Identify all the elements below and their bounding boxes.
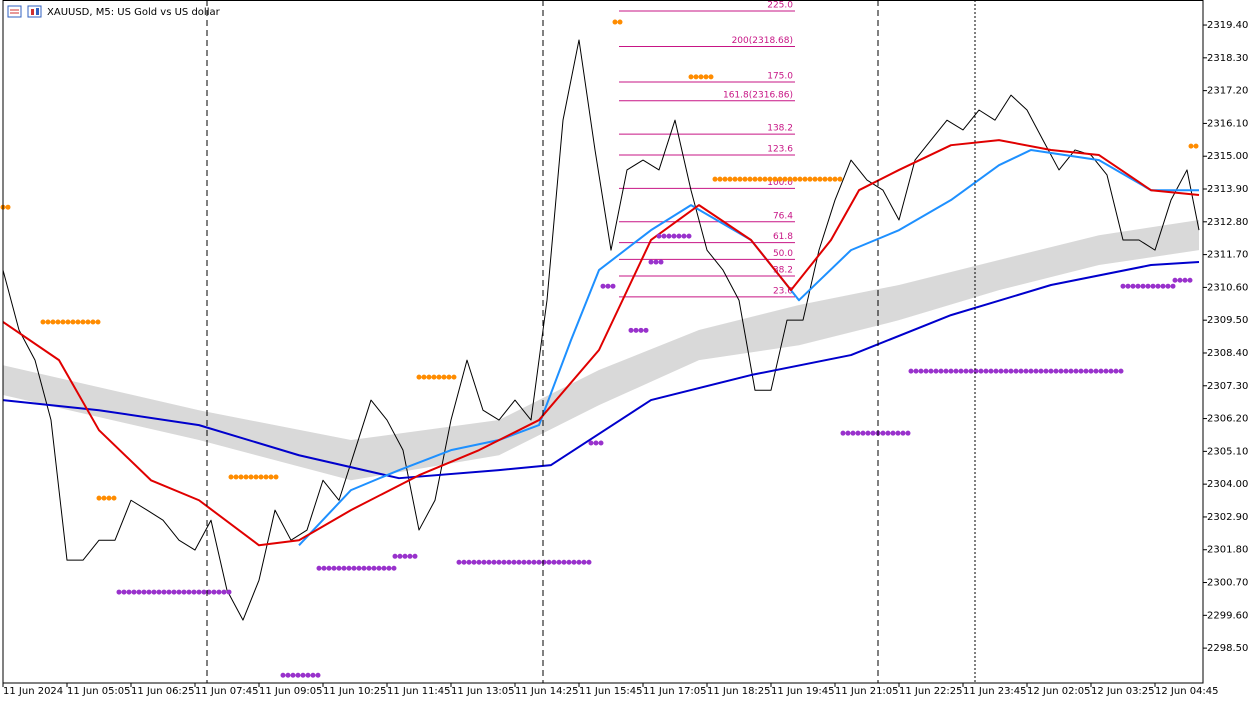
- fib-label: 200(2318.68): [732, 36, 793, 46]
- x-tick-label: 11 Jun 18:25: [707, 686, 771, 697]
- x-tick-label: 11 Jun 23:45: [963, 686, 1027, 697]
- y-tick-label: 2304.00: [1207, 479, 1248, 490]
- x-tick-label: 11 Jun 05:05: [67, 686, 131, 697]
- x-tick-label: 11 Jun 14:25: [515, 686, 579, 697]
- fib-label: 23.6: [773, 286, 793, 296]
- fib-label: 123.6: [767, 145, 793, 155]
- y-tick-label: 2298.50: [1207, 643, 1248, 654]
- y-tick-label: 2306.20: [1207, 414, 1248, 425]
- y-tick-label: 2317.20: [1207, 86, 1248, 97]
- price-line: [2, 139, 1200, 547]
- symbol-icons: [7, 5, 42, 18]
- icon: [31, 9, 34, 15]
- fib-label: 225.0: [767, 1, 793, 11]
- y-tick-label: 2316.10: [1207, 118, 1248, 129]
- x-tick-label: 11 Jun 13:05: [451, 686, 515, 697]
- y-tick-label: 2312.80: [1207, 217, 1248, 228]
- y-tick-label: 2315.00: [1207, 151, 1248, 162]
- y-tick-label: 2302.90: [1207, 512, 1248, 523]
- y-tick-label: 2300.70: [1207, 578, 1248, 589]
- x-tick-label: 11 Jun 09:05: [259, 686, 323, 697]
- x-tick-label: 11 Jun 11:45: [387, 686, 451, 697]
- x-tick-label: 11 Jun 06:25: [131, 686, 195, 697]
- fib-label: 100.0: [767, 178, 793, 188]
- price-line: [2, 261, 1200, 480]
- x-tick-label: 11 Jun 2024: [3, 686, 63, 697]
- x-tick-label: 12 Jun 02:05: [1027, 686, 1091, 697]
- x-tick-label: 11 Jun 19:45: [771, 686, 835, 697]
- session-separators: [206, 0, 976, 683]
- y-tick-label: 2311.70: [1207, 250, 1248, 261]
- fib-label: 61.8: [773, 232, 793, 242]
- y-tick-label: 2299.60: [1207, 610, 1248, 621]
- y-tick-label: 2310.60: [1207, 282, 1248, 293]
- x-tick-label: 12 Jun 04:45: [1155, 686, 1219, 697]
- x-tick-label: 11 Jun 15:45: [579, 686, 643, 697]
- x-tick-label: 11 Jun 21:05: [835, 686, 899, 697]
- band-area: [3, 220, 1199, 481]
- icon: [7, 5, 22, 18]
- fib-label: 161.8(2316.86): [723, 90, 793, 100]
- fib-label: 138.2: [767, 124, 793, 134]
- y-tick-label: 2301.80: [1207, 545, 1248, 556]
- fib-label: 50.0: [773, 249, 793, 259]
- fib-label: 76.4: [773, 211, 793, 221]
- x-tick-label: 11 Jun 10:25: [323, 686, 387, 697]
- y-tick-label: 2307.30: [1207, 381, 1248, 392]
- y-tick-label: 2318.30: [1207, 53, 1248, 64]
- plot-frame: [2, 0, 1204, 684]
- fib-label: 38.2: [773, 266, 793, 276]
- y-tick-label: 2305.10: [1207, 446, 1248, 457]
- plot-layers: 225.0 200(2318.68) 175.0 161.8(2316.86) 138.…: [0, 1, 1202, 678]
- x-tick-label: 11 Jun 17:05: [643, 686, 707, 697]
- x-tick-label: 11 Jun 07:45: [195, 686, 259, 697]
- fib-label: 175.0: [767, 71, 793, 81]
- icon: [27, 5, 42, 18]
- y-tick-label: 2308.40: [1207, 348, 1248, 359]
- x-tick-label: 11 Jun 22:25: [899, 686, 963, 697]
- price-line: [298, 148, 1199, 546]
- icon: [36, 8, 39, 15]
- y-tick-label: 2313.90: [1207, 184, 1248, 195]
- price-line: [2, 39, 1200, 621]
- x-tick-label: 12 Jun 03:25: [1091, 686, 1155, 697]
- chart-title: XAUUSD, M5: US Gold vs US dollar: [47, 7, 221, 18]
- y-tick-label: 2309.50: [1207, 315, 1248, 326]
- y-tick-label: 2319.40: [1207, 20, 1248, 31]
